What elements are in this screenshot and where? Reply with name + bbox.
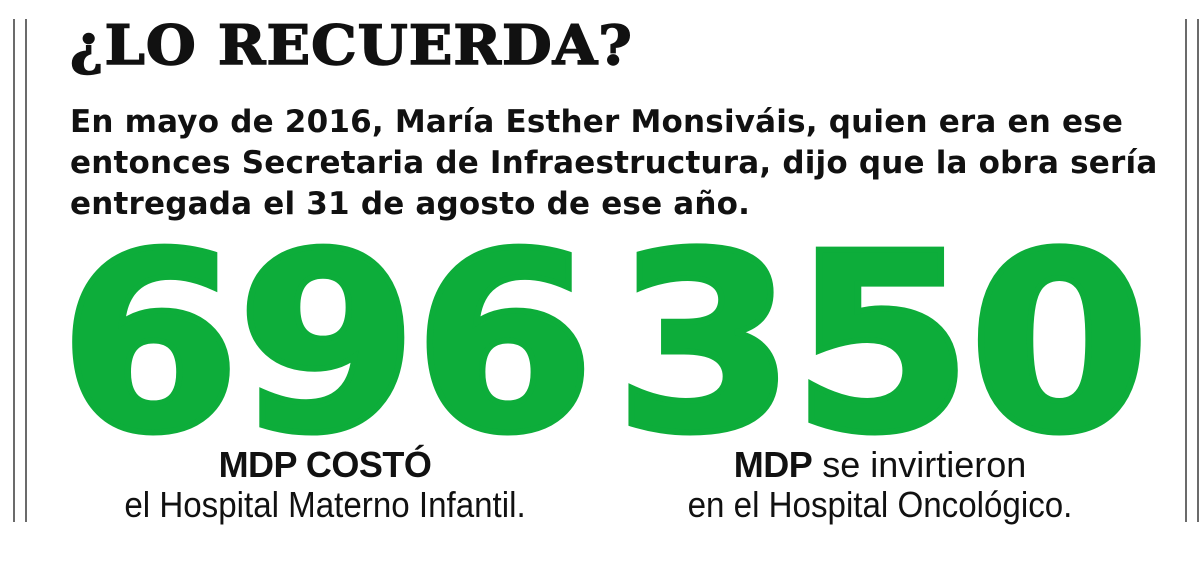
stat-caption-title: MDP se invirtieron: [620, 446, 1140, 484]
intro-line-1: En mayo de 2016, María Esther Monsiváis,…: [70, 104, 1124, 140]
intro-line-3: entregada el 31 de agosto de ese año.: [70, 186, 751, 222]
stat-caption-detail: el Hospital Materno Infantil.: [124, 484, 526, 525]
stat-number: 696: [56, 202, 598, 488]
right-rule-inner: [1185, 19, 1187, 522]
stat-caption-rest: se invirtieron: [812, 444, 1027, 485]
right-rule-outer: [1197, 19, 1199, 522]
left-rule-outer: [13, 19, 15, 522]
stat-caption-bold: MDP: [733, 444, 813, 485]
intro-paragraph: En mayo de 2016, María Esther Monsiváis,…: [70, 102, 1158, 225]
stat-maternal-hospital: 696 MDP COSTÓ el Hospital Materno Infant…: [56, 219, 598, 526]
stat-oncology-hospital: 350 MDP se invirtieron en el Hospital On…: [611, 219, 1153, 526]
stat-caption-bold: MDP COSTÓ: [218, 444, 432, 485]
stat-caption-detail: en el Hospital Oncológico.: [687, 484, 1073, 525]
left-rule-inner: [25, 19, 27, 522]
stat-number: 350: [611, 202, 1153, 488]
headline: ¿LO RECUERDA?: [69, 13, 633, 77]
stat-caption-title: MDP COSTÓ: [60, 446, 590, 484]
intro-line-2: entonces Secretaria de Infraestructura, …: [70, 145, 1158, 181]
